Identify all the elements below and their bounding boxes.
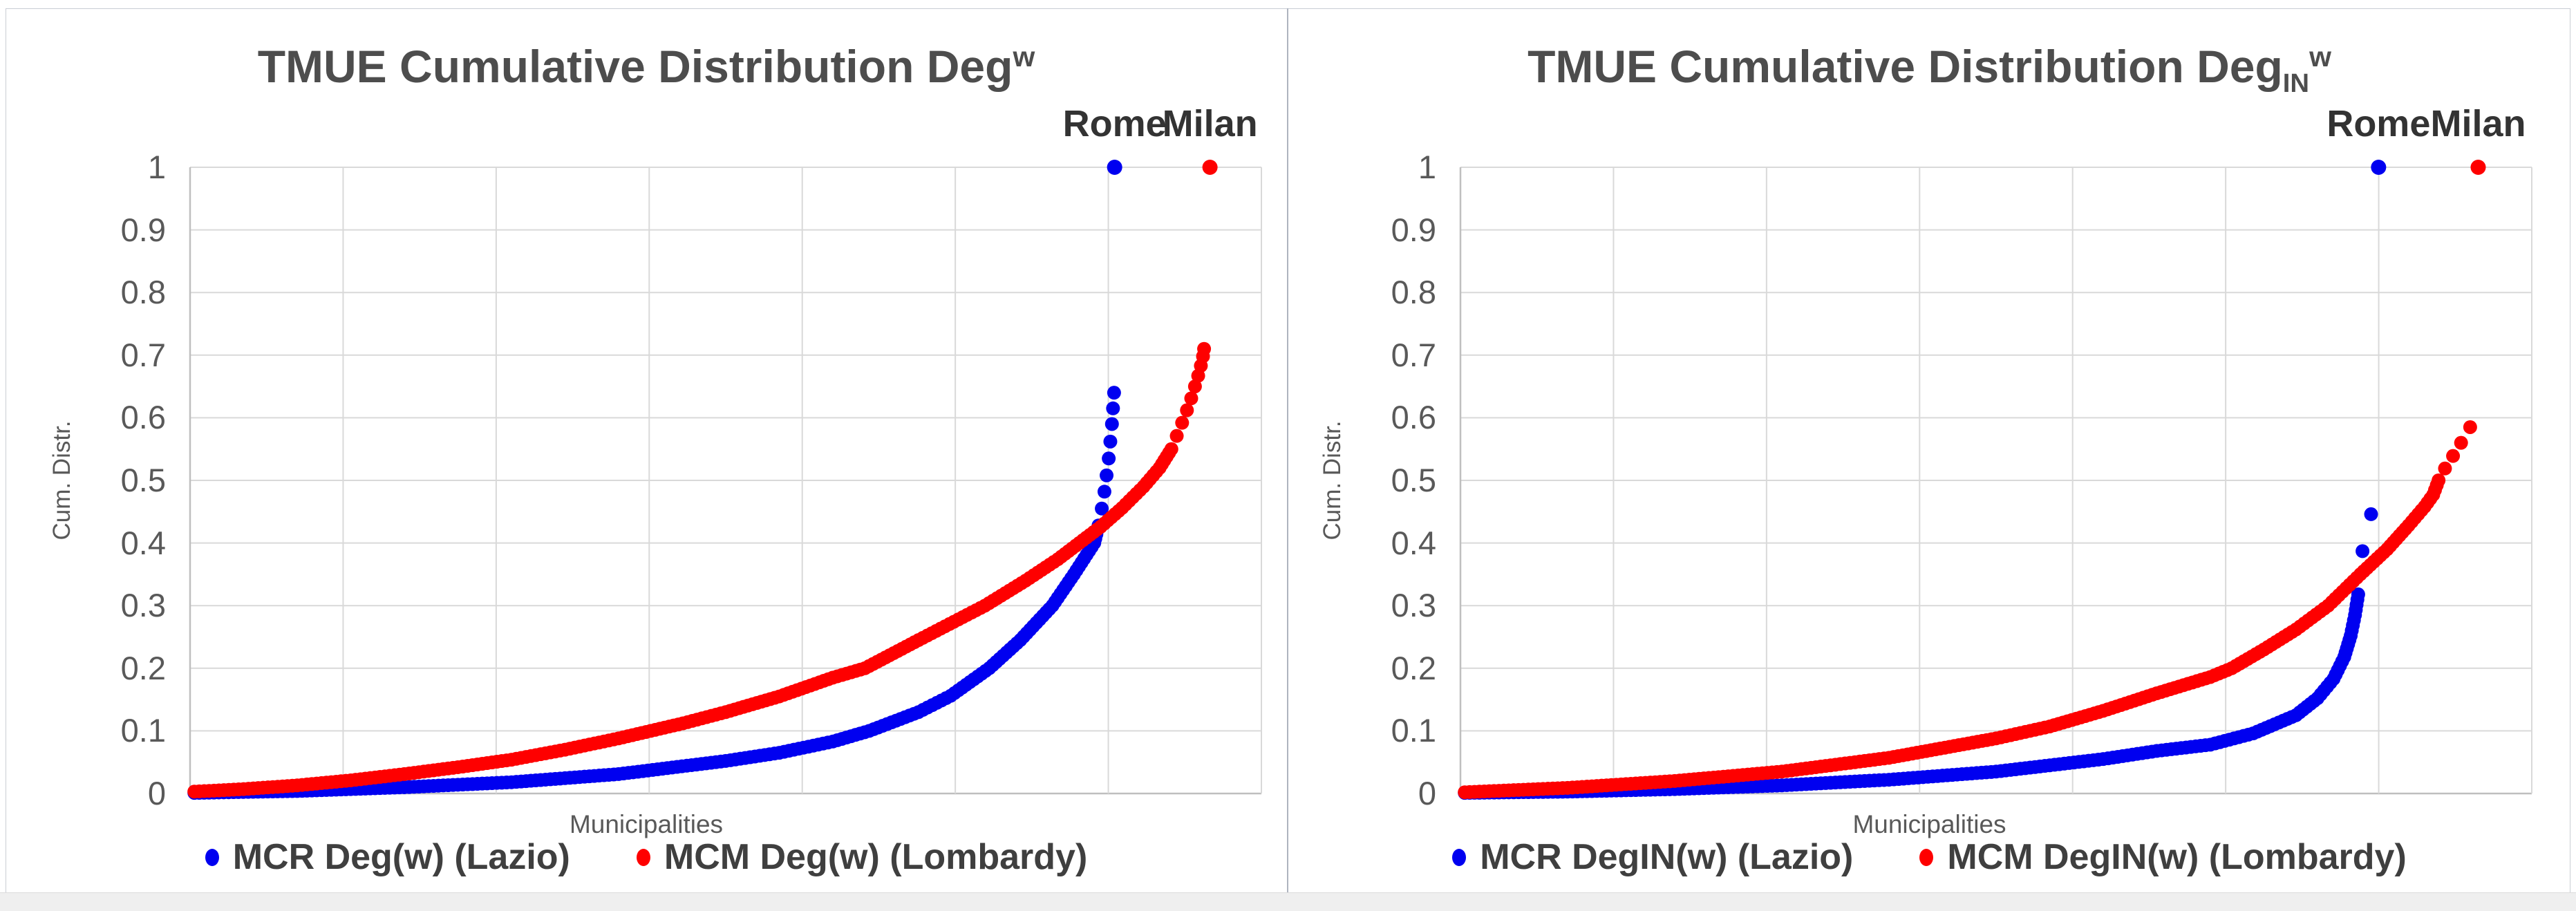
chart-title-text: TMUE Cumulative Distribution Deg	[1527, 41, 2283, 92]
legend-marker-red-dot	[1919, 848, 1934, 866]
chart-title: TMUE Cumulative Distribution DegINw	[1290, 40, 2569, 99]
endpoint-dot-rome	[2371, 160, 2387, 175]
legend-marker-red-dot	[636, 848, 650, 866]
y-tick-label: 0.4	[120, 524, 166, 561]
y-tick-label: 0.9	[120, 211, 166, 248]
legend: MCR Deg(w) (Lazio) MCM Deg(w) (Lombardy)	[7, 836, 1286, 878]
y-tick-label: 0.6	[1391, 399, 1436, 436]
endpoint-dot-rome	[1107, 160, 1122, 175]
chart-title-text: TMUE Cumulative Distribution Deg	[257, 41, 1013, 92]
y-tick-label: 0	[1418, 775, 1436, 811]
legend-label-lazio: MCR Deg(w) (Lazio)	[232, 837, 570, 877]
annotation-milan: Milan	[1162, 103, 1258, 144]
series-dots-lombardy	[187, 160, 1218, 799]
chart-title-superscript: w	[1013, 41, 1035, 73]
y-tick-label: 0.6	[120, 399, 166, 436]
y-tick-label: 0.1	[120, 712, 166, 749]
y-tick-label: 0.2	[120, 649, 166, 686]
y-tick-label: 0	[147, 775, 166, 811]
legend-item-lombardy: MCM DegIN(w) (Lombardy)	[1919, 836, 2407, 878]
plot-area	[1458, 160, 2532, 800]
y-tick-label: 0.3	[120, 587, 166, 624]
y-tick-label: 1	[1418, 149, 1436, 185]
legend-marker-blue-dot	[205, 848, 219, 866]
y-tick-label: 0.5	[120, 462, 166, 498]
panel-divider	[1287, 8, 1288, 892]
y-tick-label: 0.3	[1391, 587, 1436, 624]
plot-area	[187, 160, 1262, 800]
y-tick-label: 1	[147, 149, 166, 185]
x-axis-title: Municipalities	[569, 810, 724, 838]
annotation-rome: Rome	[2326, 103, 2431, 144]
gridlines	[1459, 167, 2532, 795]
legend-marker-blue-dot	[1452, 848, 1467, 866]
legend-label-lombardy: MCM Deg(w) (Lombardy)	[664, 837, 1088, 877]
legend-label-lombardy: MCM DegIN(w) (Lombardy)	[1947, 837, 2407, 877]
series-dots-lazio	[1458, 160, 2387, 800]
legend-item-lombardy: MCM Deg(w) (Lombardy)	[636, 836, 1088, 878]
chart-title: TMUE Cumulative Distribution Degw	[7, 40, 1286, 99]
legend: MCR DegIN(w) (Lazio) MCM DegIN(w) (Lomba…	[1290, 836, 2569, 878]
y-tick-label: 0.5	[1391, 462, 1436, 498]
y-tick-label: 0.8	[120, 274, 166, 311]
chart-panel-degin-w: TMUE Cumulative Distribution DegINw Cum.…	[1290, 10, 2569, 892]
chart-title-superscript: w	[2309, 41, 2331, 73]
endpoint-dot-milan	[1202, 160, 1218, 175]
y-tick-label: 0.7	[120, 336, 166, 373]
y-tick-label: 0.4	[1391, 524, 1436, 561]
series-dots-lombardy	[1458, 160, 2486, 800]
legend-item-lazio: MCR Deg(w) (Lazio)	[205, 836, 570, 878]
annotation-rome: Rome	[1062, 103, 1167, 144]
y-tick-label: 0.8	[1391, 274, 1436, 311]
gridlines	[189, 167, 1262, 795]
legend-item-lazio: MCR DegIN(w) (Lazio)	[1452, 836, 1853, 878]
bottom-strip	[0, 892, 2576, 911]
chart-panel-degw: TMUE Cumulative Distribution Degw Cum. D…	[7, 10, 1286, 892]
series-dots-lazio	[187, 160, 1122, 800]
y-tick-label: 0.2	[1391, 649, 1436, 686]
y-tick-label: 0.9	[1391, 211, 1436, 248]
endpoint-dot-milan	[2470, 160, 2486, 175]
y-tick-label: 0.1	[1391, 712, 1436, 749]
y-tick-label: 0.7	[1391, 336, 1436, 373]
chart-title-subscript: IN	[2282, 68, 2310, 99]
x-axis-title: Municipalities	[1852, 810, 2006, 838]
legend-label-lazio: MCR DegIN(w) (Lazio)	[1480, 837, 1854, 877]
annotation-milan: Milan	[2430, 103, 2526, 144]
